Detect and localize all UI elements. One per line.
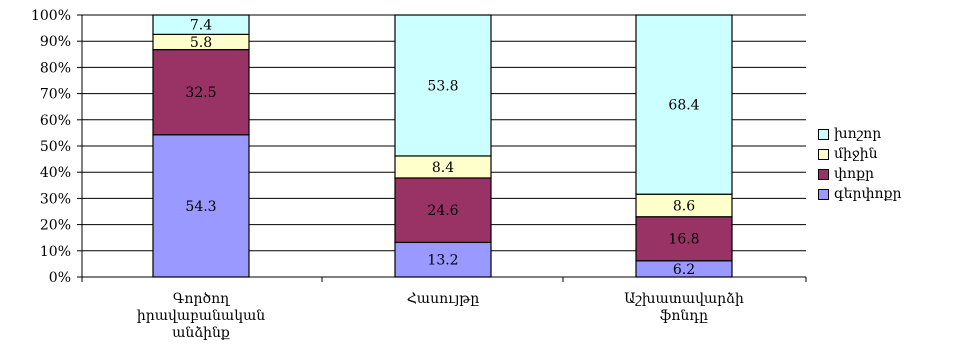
legend-label: խոշոր [834, 126, 882, 142]
data-label: 8.4 [432, 160, 454, 176]
data-label: 5.8 [190, 35, 212, 51]
bar-segment [152, 48, 250, 136]
data-label: 13.2 [427, 253, 458, 269]
category-label-line: անձինք [172, 325, 230, 341]
category-label-line: Գործող [173, 291, 230, 307]
legend-swatch [818, 188, 829, 200]
data-label: 53.8 [427, 78, 458, 94]
y-tick-label: 100% [31, 8, 71, 24]
bar-segment [152, 14, 250, 35]
data-label: 16.8 [668, 232, 699, 248]
y-tick-label: 80% [40, 60, 71, 76]
legend-swatch [818, 128, 829, 140]
category-label-line: ֆոնդը [660, 308, 708, 324]
legend-item: միջին [818, 144, 954, 164]
y-tick-label: 20% [40, 218, 71, 234]
legend-swatch [818, 168, 829, 180]
legend-label: միջին [834, 146, 878, 162]
data-label: 6.2 [673, 262, 695, 278]
bar-segment [394, 14, 492, 157]
data-label: 68.4 [668, 98, 699, 114]
category-label-line: Աշխատավարձի [624, 291, 744, 307]
category-label-line: Հասույթը [407, 291, 480, 307]
data-label: 54.3 [185, 199, 216, 215]
y-tick-label: 70% [40, 87, 71, 103]
data-label: 32.5 [185, 85, 216, 101]
bar-segment [635, 216, 733, 262]
category-label: Աշխատավարձի ֆոնդը [624, 291, 744, 324]
legend-item: գերփոքր [818, 184, 954, 204]
legend-label: փոքր [834, 166, 875, 182]
category-label-line: իրավաբանական [137, 308, 265, 324]
legend-swatch [818, 148, 829, 160]
category-label: Հասույթը [407, 291, 480, 307]
y-tick-label: 40% [40, 165, 71, 181]
axes: 0% 10% 20% 30% 40% 50% 60% 70% 80% 90% 100% Գործող ի… [31, 8, 807, 341]
data-label: 7.4 [190, 18, 212, 34]
legend-item: փոքր [818, 164, 954, 184]
data-label: 8.6 [673, 198, 695, 214]
bars: 54.3 32.5 5.87.4 13.2 24.6 8.4 53.8 6.2 16.8 8.6 6… [152, 14, 733, 278]
legend-item: խոշոր [818, 124, 954, 144]
data-label: 24.6 [427, 203, 458, 219]
y-tick-label: 10% [40, 244, 71, 260]
y-tick-label: 90% [40, 34, 71, 50]
y-tick-label: 0% [49, 270, 71, 286]
bar-segment [635, 14, 733, 195]
category-label: Գործող իրավաբանական անձինք [137, 291, 265, 341]
legend-label: գերփոքր [834, 186, 902, 202]
bar-segment [394, 177, 492, 244]
y-tick-label: 60% [40, 113, 71, 129]
legend: խոշոր միջին փոքր գերփոքր [818, 124, 954, 202]
y-tick-label: 50% [40, 139, 71, 155]
y-tick-label: 30% [40, 191, 71, 207]
